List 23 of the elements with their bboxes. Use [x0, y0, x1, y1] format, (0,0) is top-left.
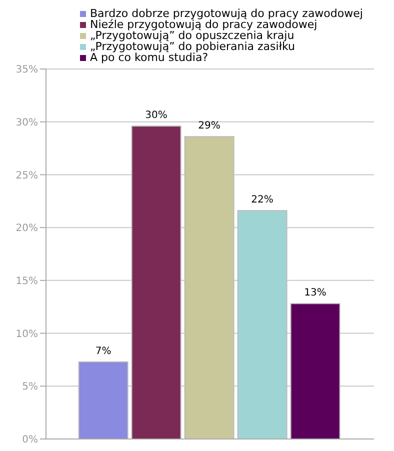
y-tick-label: 10% [16, 328, 38, 340]
bar [78, 361, 128, 439]
bar [184, 136, 234, 439]
bar [131, 126, 182, 439]
y-tick-label: 0% [22, 434, 38, 446]
legend-label: Bardzo dobrze przygotowują do pracy zawodowej [90, 7, 363, 20]
legend-label: „Przygotowują” do opuszczenia kraju [90, 29, 294, 42]
data-label: 7% [95, 346, 112, 357]
y-tick-label: 15% [16, 276, 38, 287]
legend-label: „Przygotowują” do pobierania zasiłku [90, 40, 295, 53]
bar [290, 303, 340, 439]
bar [237, 210, 288, 439]
data-label: 13% [304, 288, 326, 299]
data-label: 22% [251, 194, 274, 206]
y-tick-label: 5% [22, 382, 38, 393]
legend-label: A po co komu studia? [90, 51, 208, 64]
y-tick-label: 25% [16, 170, 38, 182]
legend-label: Nieźle przygotowują do pracy zawodowej [90, 18, 318, 31]
data-label: 30% [145, 110, 168, 122]
y-tick-label: 20% [16, 223, 38, 234]
data-label: 29% [198, 120, 220, 132]
y-tick-label: 35% [16, 64, 38, 76]
y-tick-label: 30% [16, 117, 38, 128]
